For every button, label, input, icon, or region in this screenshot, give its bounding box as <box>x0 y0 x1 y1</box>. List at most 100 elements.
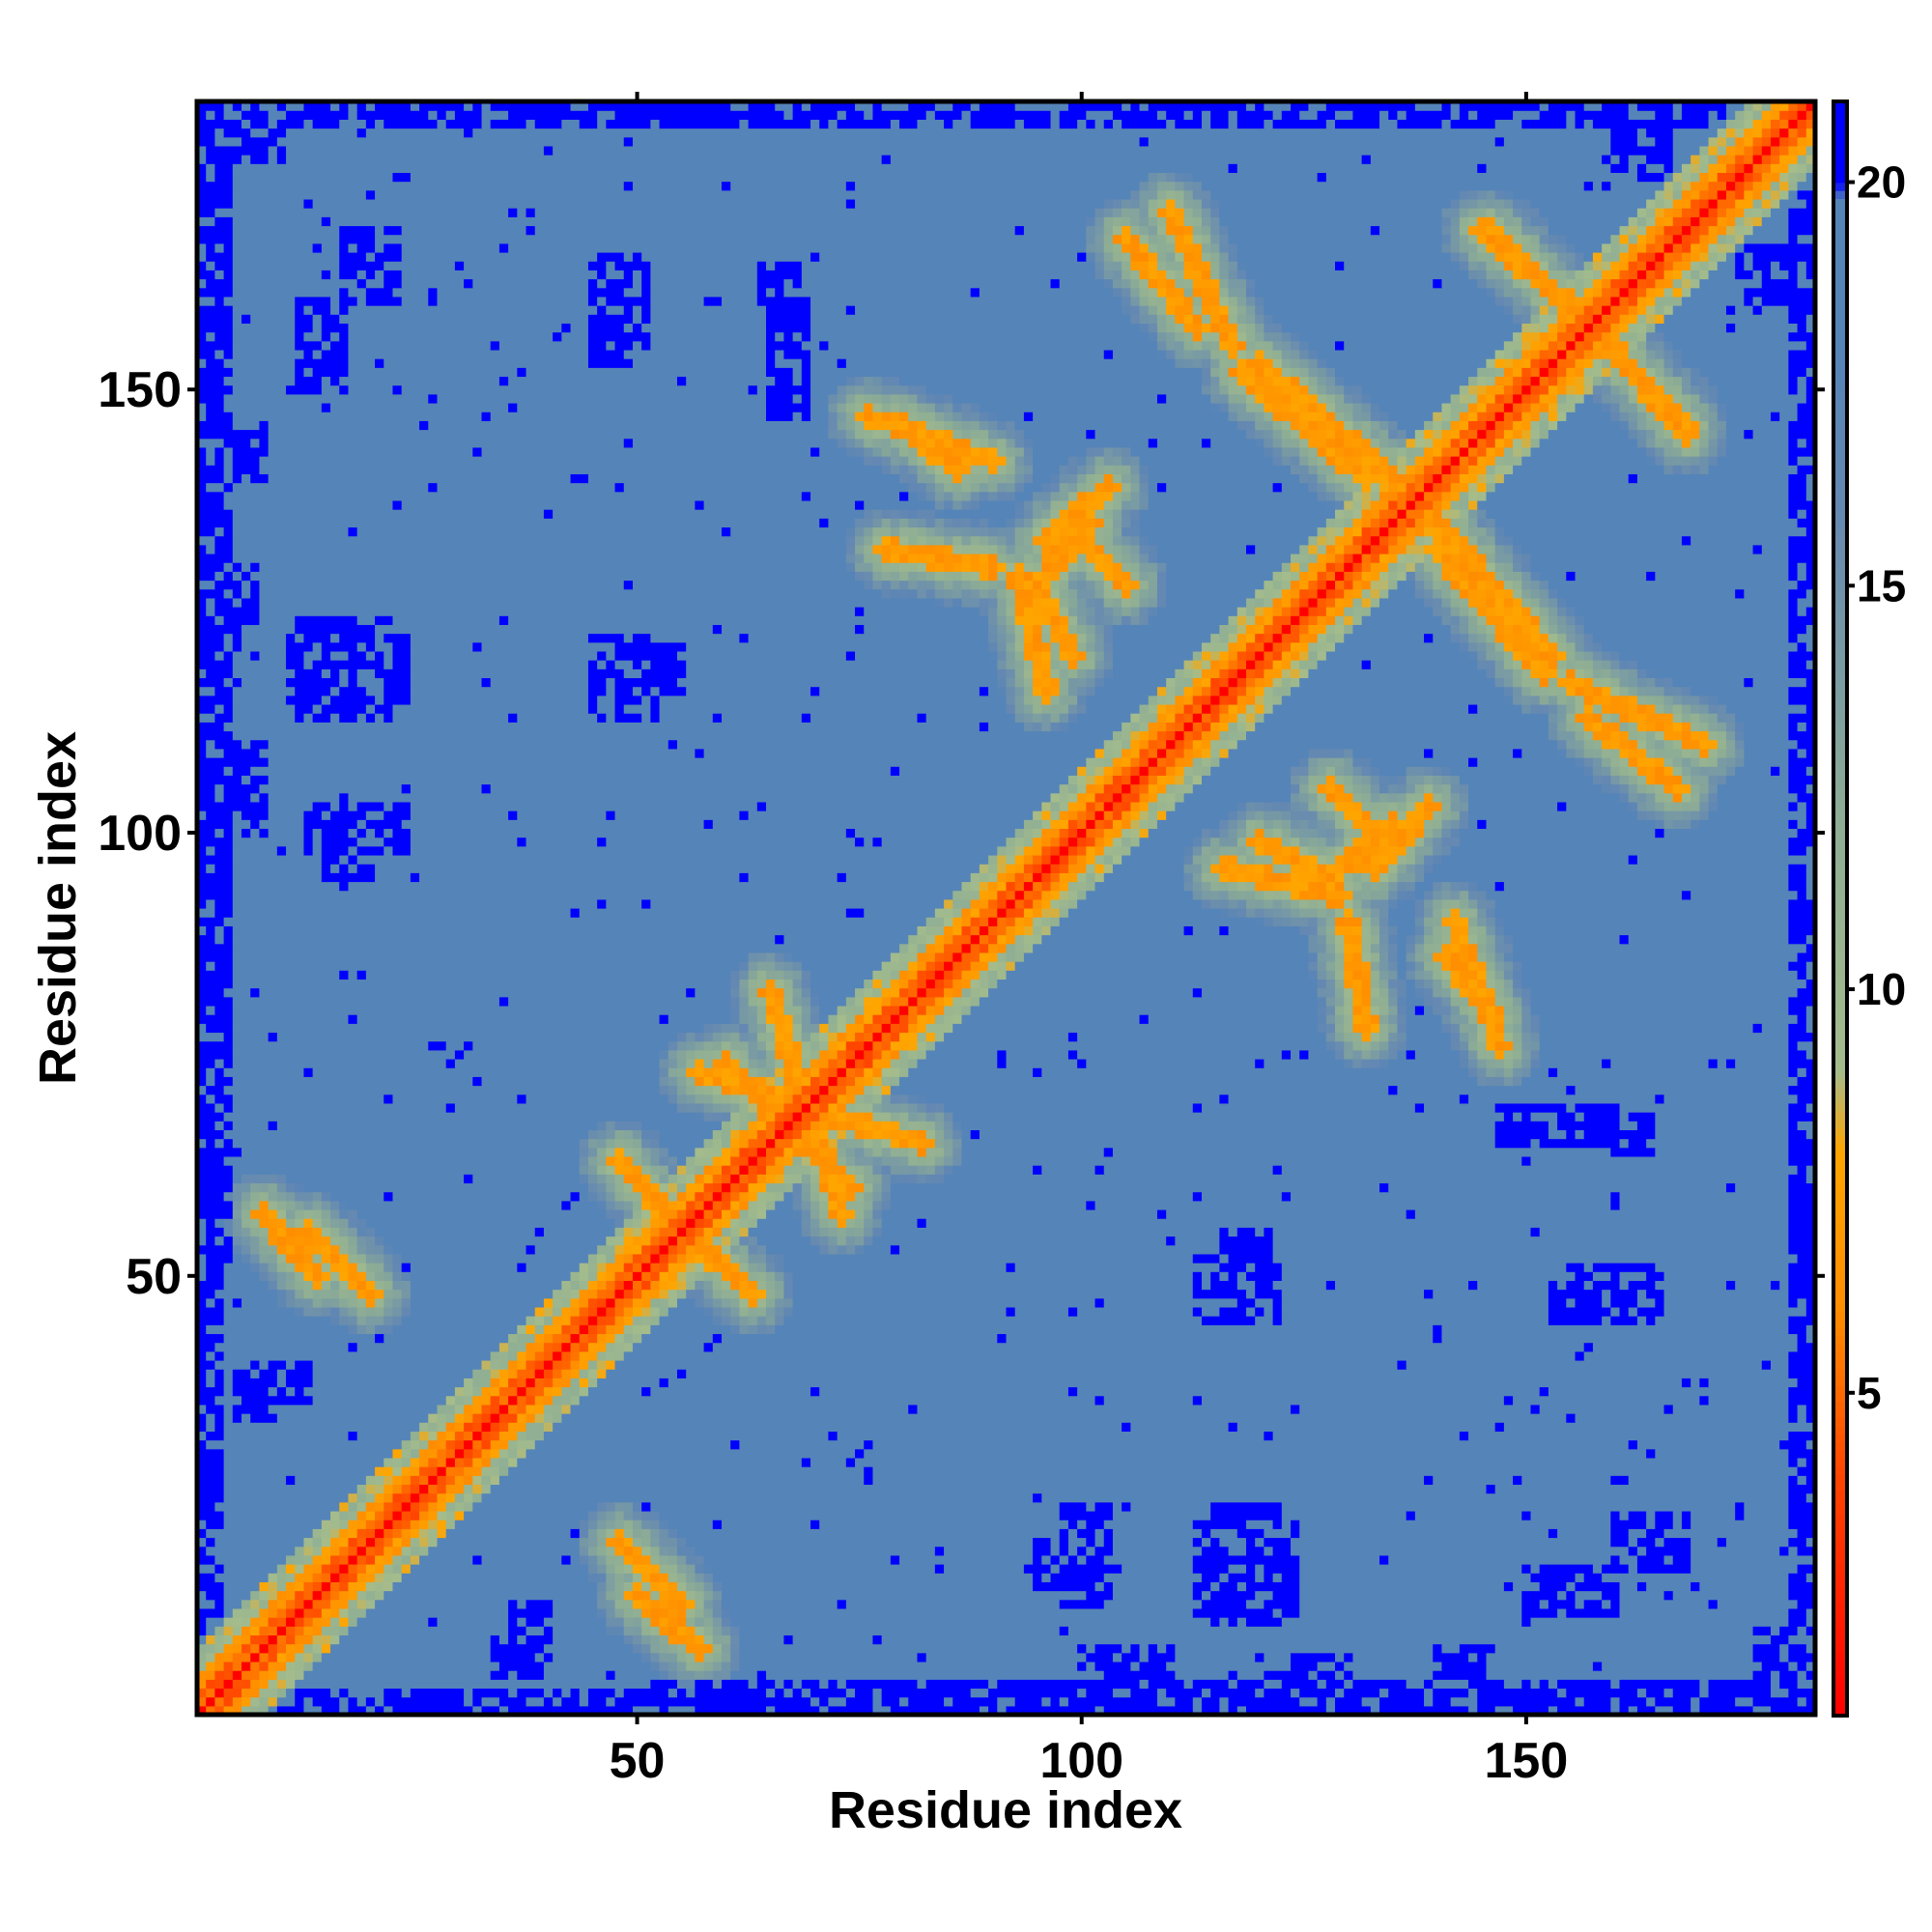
heatmap-cell <box>1468 1679 1505 1690</box>
heatmap-cell <box>730 1102 740 1113</box>
heatmap-cell <box>1094 881 1185 892</box>
heatmap-cell <box>1513 970 1522 980</box>
heatmap-cell <box>356 1014 661 1024</box>
heatmap-cell <box>321 1289 331 1299</box>
heatmap-cell <box>1770 1280 1780 1291</box>
heatmap-cell <box>1122 819 1131 830</box>
heatmap-cell <box>1139 1643 1150 1654</box>
heatmap-cell <box>1059 1528 1069 1539</box>
heatmap-cell <box>1067 898 1078 909</box>
heatmap-cell <box>1468 1032 1478 1042</box>
heatmap-cell <box>223 1679 234 1690</box>
heatmap-cell <box>1317 1005 1327 1015</box>
heatmap-cell <box>197 1280 225 1291</box>
heatmap-cell <box>1708 810 1807 820</box>
heatmap-cell <box>276 1705 305 1716</box>
heatmap-cell <box>695 1297 705 1308</box>
heatmap-cell <box>686 1280 696 1291</box>
heatmap-cell <box>1646 1520 1656 1529</box>
heatmap-cell <box>997 970 1008 980</box>
heatmap-cell <box>1086 837 1096 847</box>
heatmap-cell <box>775 1679 785 1690</box>
heatmap-cell <box>561 1688 572 1698</box>
heatmap-cell <box>668 1040 678 1051</box>
heatmap-cell <box>1592 1280 1621 1291</box>
heatmap-cell <box>1236 1227 1256 1237</box>
heatmap-cell <box>1103 1147 1114 1157</box>
heatmap-cell <box>526 1626 545 1636</box>
heatmap-cell <box>498 1705 509 1716</box>
heatmap-cell <box>1255 1227 1264 1237</box>
heatmap-cell <box>668 1520 714 1529</box>
heatmap-cell <box>739 1306 750 1317</box>
heatmap-cell <box>1477 970 1488 980</box>
heatmap-cell <box>1281 1271 1577 1281</box>
heatmap-cell <box>792 1297 1096 1308</box>
heatmap-cell <box>1433 952 1443 962</box>
heatmap-cell <box>534 1333 545 1344</box>
heatmap-cell <box>1406 1679 1425 1690</box>
heatmap-cell <box>454 1404 465 1414</box>
heatmap-cell <box>614 1324 625 1335</box>
heatmap-cell <box>686 1174 696 1184</box>
heatmap-cell <box>801 1218 811 1228</box>
heatmap-cell <box>721 1661 731 1671</box>
heatmap-cell <box>1291 1191 1611 1202</box>
heatmap-cell <box>312 845 323 856</box>
heatmap-cell <box>1788 864 1807 873</box>
heatmap-cell <box>356 1590 367 1601</box>
heatmap-cell <box>1264 837 1274 847</box>
heatmap-cell <box>623 1316 634 1325</box>
heatmap-cell <box>881 1165 892 1175</box>
heatmap-cell <box>899 1174 909 1184</box>
heatmap-cell <box>1583 1342 1594 1352</box>
heatmap-cell <box>232 854 323 865</box>
heatmap-cell <box>303 1263 314 1272</box>
heatmap-cell <box>1281 1316 1549 1325</box>
heatmap-cell <box>579 1554 589 1565</box>
heatmap-cell <box>481 1359 492 1370</box>
heatmap-cell <box>303 1643 314 1654</box>
heatmap-cell <box>321 1306 331 1317</box>
heatmap-cell <box>454 1058 661 1068</box>
heatmap-cell <box>232 1705 242 1716</box>
heatmap-cell <box>259 1581 270 1592</box>
heatmap-cell <box>623 1129 634 1140</box>
heatmap-cell <box>1672 1590 1789 1601</box>
heatmap-cell <box>437 1457 447 1467</box>
heatmap-cell <box>348 1501 358 1512</box>
heatmap-cell <box>1291 1404 1300 1414</box>
heatmap-cell <box>1530 1040 1541 1051</box>
heatmap-cell <box>1619 1510 1630 1520</box>
heatmap-cell <box>695 1688 767 1698</box>
heatmap-cell <box>1067 1537 1087 1548</box>
heatmap-cell <box>1530 1564 1541 1574</box>
heatmap-cell <box>730 1040 740 1051</box>
heatmap-cell <box>517 1378 527 1388</box>
heatmap-cell <box>641 1546 651 1556</box>
heatmap-cell <box>775 1316 785 1325</box>
heatmap-cell <box>250 1634 261 1645</box>
heatmap-cell <box>1805 1457 1816 1467</box>
heatmap-cell <box>676 1652 687 1662</box>
heatmap-cell <box>1708 1058 1719 1068</box>
heatmap-cell <box>1370 864 1380 873</box>
heatmap-cell <box>295 1546 305 1556</box>
heatmap-cell <box>472 1404 483 1414</box>
heatmap-cell <box>1183 1679 1194 1690</box>
heatmap-cell <box>632 1200 642 1210</box>
heatmap-cell <box>855 1165 865 1175</box>
heatmap-cell <box>490 1466 500 1476</box>
heatmap-cell <box>801 996 811 1007</box>
heatmap-cell <box>1450 979 1461 989</box>
heatmap-cell <box>268 1661 278 1671</box>
heatmap-cell <box>659 1670 669 1680</box>
heatmap-cell <box>864 1439 874 1450</box>
heatmap-cell <box>606 837 856 847</box>
heatmap-cell <box>686 1626 696 1636</box>
heatmap-cell <box>410 1271 572 1281</box>
heatmap-cell <box>1370 890 1389 900</box>
heatmap-cell <box>517 1395 527 1406</box>
heatmap-cell <box>695 1263 705 1272</box>
heatmap-cell <box>197 1244 234 1255</box>
